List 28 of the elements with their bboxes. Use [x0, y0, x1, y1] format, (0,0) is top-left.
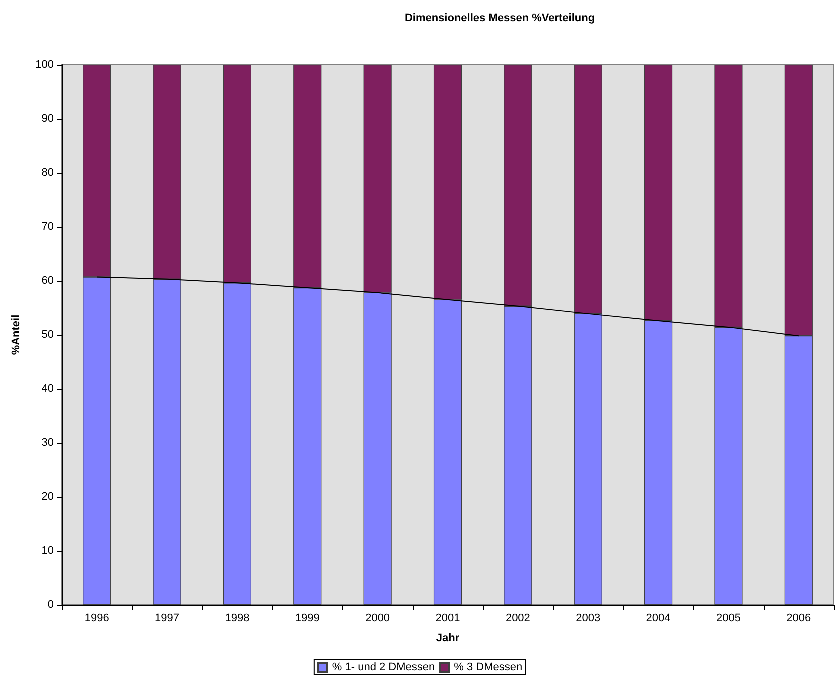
y-tick-label: 20: [42, 491, 54, 503]
x-tick-label: 2006: [786, 612, 812, 624]
x-tick-label: 2000: [366, 612, 390, 624]
x-tick-label: 1996: [84, 612, 110, 624]
x-tick-label: 1999: [295, 612, 320, 624]
y-tick-label: 50: [42, 329, 54, 341]
y-tick-label: 90: [42, 113, 54, 125]
x-tick-label: 2004: [646, 612, 671, 624]
x-tick-label: 2005: [716, 612, 741, 624]
legend-label: % 3 DMessen: [454, 662, 523, 674]
y-tick-label: 60: [42, 275, 54, 287]
y-tick-label: 40: [42, 383, 54, 395]
x-tick-label: 2003: [576, 612, 601, 624]
x-axis-title: Jahr: [436, 632, 460, 644]
y-tick-label: 100: [36, 59, 54, 71]
y-tick-label: 70: [42, 221, 54, 233]
y-tick-label: 0: [48, 599, 54, 611]
y-tick-label: 80: [42, 167, 54, 179]
y-tick-label: 10: [42, 545, 54, 557]
x-tick-label: 2001: [436, 612, 460, 624]
y-tick-label: 30: [42, 437, 54, 449]
line-series: [96, 276, 800, 337]
x-tick-label: 1998: [225, 612, 250, 624]
legend-label: % 1- und 2 DMessen: [332, 662, 436, 674]
x-tick-label: 1997: [155, 612, 180, 624]
y-axis-title: %Anteil: [10, 314, 22, 356]
chart-title: Dimensionelles Messen %Verteilung: [404, 12, 596, 24]
x-tick-label: 2002: [506, 612, 530, 624]
